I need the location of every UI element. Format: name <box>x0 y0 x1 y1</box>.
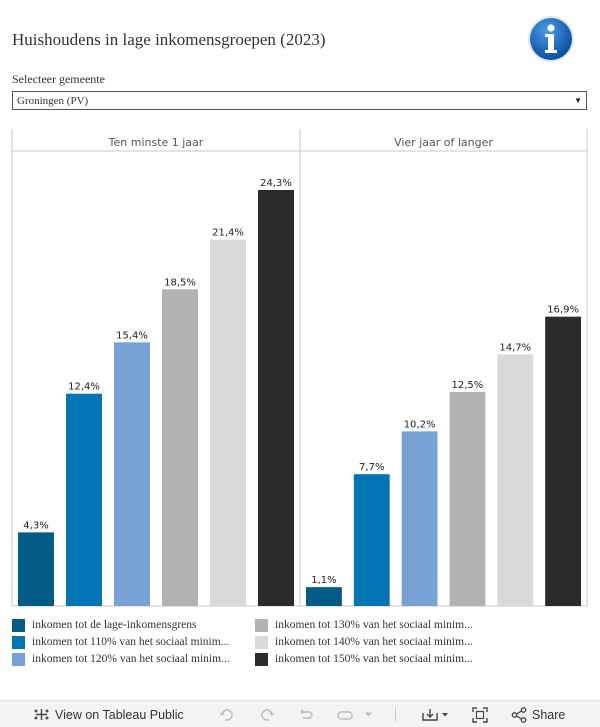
legend-item-1[interactable]: inkomen tot de lage-inkomensgrens <box>12 617 247 633</box>
bar-label-p1-s3: 15,4% <box>116 330 148 341</box>
bar-p1-s2[interactable] <box>66 393 102 606</box>
legend-swatch <box>255 618 268 632</box>
pause-updates-icon[interactable] <box>336 701 354 727</box>
legend-label: inkomen tot 130% van het sociaal minim..… <box>275 619 473 631</box>
share-button[interactable]: Share <box>532 707 566 722</box>
bar-label-p1-s6: 24,3% <box>260 178 292 189</box>
undo-icon[interactable] <box>219 701 235 727</box>
info-icon[interactable] <box>527 15 575 63</box>
bar-chart: Ten minste 1 jaar 4,3% 12,4% 15,4% 18,5% 21,4… <box>11 129 588 607</box>
bar-p2-s1[interactable] <box>305 587 342 606</box>
bar-label-p1-s4: 18,5% <box>164 277 196 288</box>
tableau-logo-icon <box>33 701 50 727</box>
legend-item-2[interactable]: inkomen tot 110% van het sociaal minim..… <box>12 634 247 650</box>
fullscreen-icon[interactable] <box>472 701 488 727</box>
legend-swatch <box>12 618 25 632</box>
legend-item-5[interactable]: inkomen tot 140% van het sociaal minim..… <box>255 634 490 650</box>
toolbar-divider <box>395 707 396 722</box>
bar-p1-s5[interactable] <box>210 239 246 606</box>
tableau-toolbar: View on Tableau Public Share <box>0 700 600 727</box>
panel-header-2: Vier jaar of langer <box>394 136 493 149</box>
legend-label: inkomen tot 110% van het sociaal minim..… <box>32 636 230 648</box>
bar-label-p1-s1: 4,3% <box>23 520 48 531</box>
bar-label-p2-s4: 12,5% <box>452 380 484 391</box>
bar-p1-s4[interactable] <box>162 289 198 606</box>
legend-label: inkomen tot de lage-inkomensgrens <box>32 619 197 631</box>
bar-p1-s3[interactable] <box>114 342 150 606</box>
legend-label: inkomen tot 150% van het sociaal minim..… <box>275 653 473 665</box>
legend-label: inkomen tot 140% van het sociaal minim..… <box>275 636 473 648</box>
bar-label-p2-s5: 14,7% <box>499 342 531 353</box>
bar-label-p2-s3: 10,2% <box>404 419 436 430</box>
legend-swatch <box>255 635 268 649</box>
bar-p2-s5[interactable] <box>497 354 534 606</box>
panel-header-1: Ten minste 1 jaar <box>108 136 204 149</box>
legend-swatch <box>12 635 25 649</box>
revert-icon[interactable] <box>298 701 314 727</box>
chevron-down-icon[interactable] <box>364 701 373 727</box>
legend-item-6[interactable]: inkomen tot 150% van het sociaal minim..… <box>255 651 490 667</box>
legend-item-4[interactable]: inkomen tot 130% van het sociaal minim..… <box>255 617 490 633</box>
legend-swatch <box>255 652 268 666</box>
legend-swatch <box>12 652 25 666</box>
bar-label-p1-s2: 12,4% <box>68 382 100 393</box>
bar-p1-s6[interactable] <box>258 189 294 606</box>
filter-label: Selecteer gemeente <box>12 72 105 86</box>
municipality-select[interactable]: Groningen (PV) ▼ <box>12 91 587 110</box>
view-on-tableau-link[interactable]: View on Tableau Public <box>55 707 184 722</box>
bar-label-p1-s5: 21,4% <box>212 228 244 239</box>
page-title: Huishoudens in lage inkomensgroepen (202… <box>12 30 326 49</box>
bar-p2-s3[interactable] <box>401 431 438 606</box>
bar-label-p2-s1: 1,1% <box>311 575 336 586</box>
bar-p2-s6[interactable] <box>545 316 582 606</box>
bar-label-p2-s2: 7,7% <box>359 462 384 473</box>
download-icon[interactable] <box>421 701 451 727</box>
bar-p1-s1[interactable] <box>18 532 54 606</box>
legend-item-3[interactable]: inkomen tot 120% van het sociaal minim..… <box>12 651 247 667</box>
bar-p2-s2[interactable] <box>353 474 390 606</box>
legend-label: inkomen tot 120% van het sociaal minim..… <box>32 653 230 665</box>
municipality-select-value: Groningen (PV) <box>17 94 89 107</box>
chevron-down-icon: ▼ <box>574 96 582 105</box>
bar-p2-s4[interactable] <box>449 392 486 606</box>
share-icon[interactable] <box>511 701 527 727</box>
redo-icon[interactable] <box>259 701 275 727</box>
bar-label-p2-s6: 16,9% <box>547 305 579 316</box>
